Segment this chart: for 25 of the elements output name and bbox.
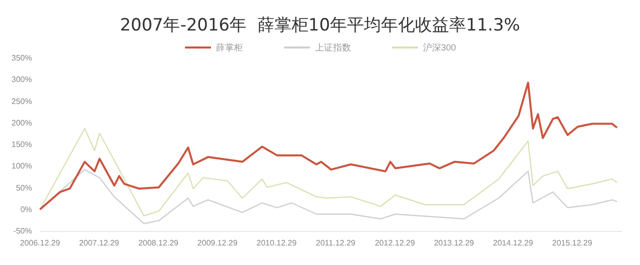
legend-label: 薛掌柜 — [216, 42, 243, 52]
y-tick-label: 300% — [12, 75, 32, 84]
chart-title: 2007年-2016年 薛掌柜10年平均年化收益率11.3% — [120, 16, 520, 36]
x-tick-label: 2013.12.29 — [434, 238, 475, 248]
y-tick-label: 350% — [12, 54, 32, 62]
x-tick-label: 2014.12.29 — [493, 238, 534, 248]
x-tick-label: 2007.12.29 — [79, 238, 120, 248]
legend-label: 上证指数 — [314, 42, 351, 52]
y-tick-label: 200% — [12, 118, 32, 128]
y-tick-label: -50% — [13, 226, 32, 236]
line-series — [39, 82, 618, 210]
y-tick-label: 250% — [12, 96, 32, 106]
x-tick-label: 2015.12.29 — [552, 238, 593, 248]
y-tick-label: 50% — [16, 183, 32, 192]
x-tick-label: 2012.12.29 — [374, 238, 416, 248]
line-series — [39, 128, 618, 216]
x-tick-label: 2006.12.29 — [20, 238, 61, 248]
x-tick-label: 2009.12.29 — [197, 238, 238, 248]
x-tick-label: 2011.12.29 — [316, 238, 356, 248]
legend-label: 沪深300 — [422, 42, 456, 52]
x-tick-label: 2010.12.29 — [256, 238, 298, 248]
y-tick-label: 0% — [20, 204, 32, 214]
y-tick-label: 100% — [12, 162, 32, 171]
y-tick-label: 150% — [12, 140, 32, 149]
x-tick-label: 2008.12.29 — [138, 238, 179, 248]
